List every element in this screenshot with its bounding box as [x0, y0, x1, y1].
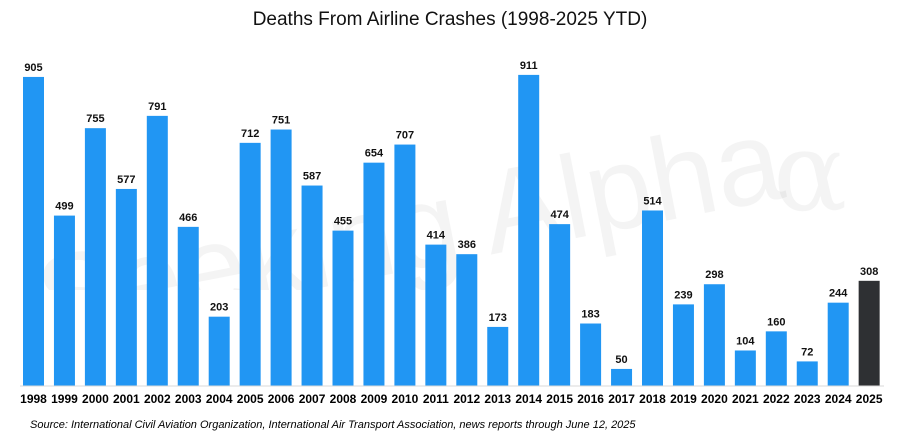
x-tick-label-2006: 2006 [268, 392, 295, 406]
chart-title: Deaths From Airline Crashes (1998-2025 Y… [252, 9, 648, 30]
x-tick-label-2013: 2013 [484, 392, 511, 406]
value-label-2006: 751 [272, 115, 290, 127]
bar-2001 [115, 188, 137, 386]
x-tick-label-2014: 2014 [515, 392, 542, 406]
value-label-2007: 587 [303, 171, 321, 183]
value-label-2018: 514 [643, 195, 662, 207]
x-tick-labels-group: 1998 1999 2000 2001 2002 2003 2004 2005 2006 2007… [20, 392, 883, 406]
x-tick-label-2008: 2008 [330, 392, 357, 406]
x-tick-label-2003: 2003 [175, 392, 202, 406]
bar-2004 [208, 316, 230, 386]
x-tick-label-2016: 2016 [577, 392, 604, 406]
bar-2006 [270, 129, 292, 386]
bar-2017 [611, 368, 633, 387]
value-label-2004: 203 [210, 302, 228, 314]
value-label-2005: 712 [241, 128, 259, 140]
x-tick-label-2017: 2017 [608, 392, 635, 406]
x-tick-label-1999: 1999 [51, 392, 78, 406]
bar-2018 [642, 210, 663, 386]
value-label-2009: 654 [365, 148, 384, 160]
x-tick-label-2002: 2002 [144, 392, 171, 406]
bar-2015 [549, 224, 571, 386]
value-label-2010: 707 [396, 130, 414, 142]
x-tick-label-2007: 2007 [299, 392, 326, 406]
x-tick-label-2020: 2020 [701, 392, 728, 406]
bar-2011 [425, 244, 447, 386]
bar-2014 [518, 74, 540, 386]
bar-2023 [796, 361, 818, 386]
bar-2003 [177, 226, 199, 386]
bar-2016 [580, 323, 602, 386]
x-tick-label-2009: 2009 [361, 392, 388, 406]
bar-1999 [53, 215, 75, 386]
x-tick-label-2022: 2022 [763, 392, 790, 406]
value-label-2008: 455 [334, 216, 352, 228]
value-label-2023: 72 [801, 346, 813, 358]
value-label-2024: 244 [829, 288, 848, 300]
value-label-2020: 298 [705, 269, 723, 281]
bar-2020 [703, 284, 725, 386]
value-label-2011: 414 [427, 230, 446, 242]
x-tick-label-2023: 2023 [794, 392, 821, 406]
bar-2010 [394, 144, 416, 386]
x-tick-label-2000: 2000 [82, 392, 109, 406]
x-tick-label-2011: 2011 [423, 392, 449, 406]
x-tick-label-2015: 2015 [546, 392, 573, 406]
x-tick-label-1998: 1998 [20, 392, 47, 406]
bar-2021 [734, 350, 756, 386]
x-tick-label-2012: 2012 [453, 392, 480, 406]
bar-2007 [301, 185, 323, 386]
value-label-2002: 791 [148, 101, 166, 113]
value-label-2019: 239 [674, 289, 692, 301]
value-label-2025: 308 [860, 266, 878, 278]
bar-2000 [84, 128, 106, 387]
value-label-2021: 104 [736, 335, 755, 347]
value-label-2015: 474 [550, 209, 569, 221]
bar-2012 [456, 254, 478, 386]
bar-2013 [487, 326, 509, 386]
bars-group [23, 74, 880, 387]
x-tick-label-2001: 2001 [113, 392, 140, 406]
x-tick-label-2010: 2010 [392, 392, 419, 406]
value-label-2022: 160 [767, 316, 785, 328]
bar-2008 [332, 230, 354, 386]
x-tick-label-2025: 2025 [856, 392, 883, 406]
value-labels-group: 905 499 755 577 791 466 203 712 751 587 455 654 707 4… [24, 60, 878, 366]
x-tick-label-2004: 2004 [206, 392, 233, 406]
x-tick-label-2018: 2018 [639, 392, 666, 406]
x-tick-label-2021: 2021 [732, 392, 759, 406]
x-tick-label-2005: 2005 [237, 392, 264, 406]
bar-2024 [827, 302, 849, 386]
value-label-2000: 755 [86, 113, 104, 125]
source-note: Source: International Civil Aviation Org… [30, 419, 636, 431]
value-label-2017: 50 [615, 354, 627, 366]
bar-2022 [765, 331, 787, 386]
value-label-2012: 386 [458, 239, 476, 251]
bar-1998 [23, 76, 44, 386]
bar-2005 [239, 142, 261, 386]
x-tick-label-2019: 2019 [670, 392, 697, 406]
value-label-2003: 466 [179, 212, 197, 224]
value-label-2014: 911 [520, 60, 538, 72]
value-label-2001: 577 [117, 174, 135, 186]
bar-2019 [672, 304, 694, 386]
value-label-2016: 183 [581, 309, 599, 321]
value-label-1998: 905 [24, 62, 42, 74]
value-label-2013: 173 [489, 312, 507, 324]
value-label-1999: 499 [55, 201, 73, 213]
bar-2002 [146, 115, 168, 387]
bar-2025 [858, 280, 880, 386]
bar-2009 [363, 162, 385, 386]
x-tick-label-2024: 2024 [825, 392, 852, 406]
